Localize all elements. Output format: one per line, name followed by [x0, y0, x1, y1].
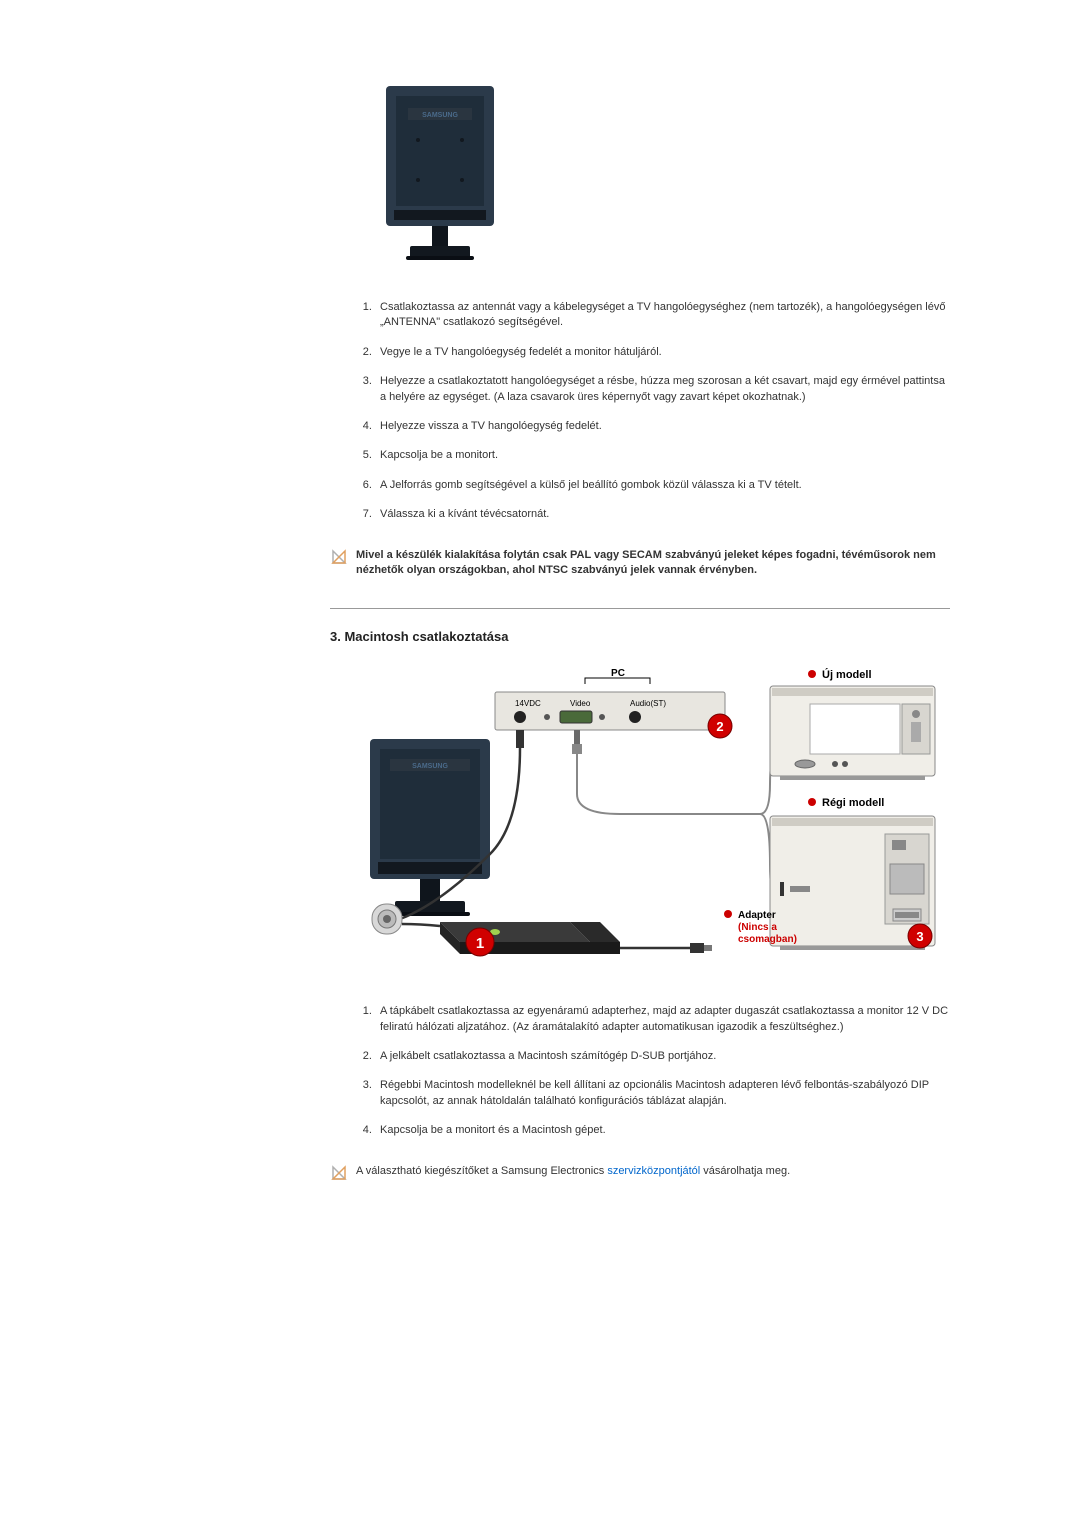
- svg-text:SAMSUNG: SAMSUNG: [412, 763, 448, 770]
- diagram-label-new-model: Új modell: [822, 668, 872, 681]
- note-pal-secam: Mivel a készülék kialakítása folytán csa…: [330, 548, 950, 579]
- step-item: Csatlakoztassa az antennát vagy a kábele…: [375, 300, 950, 331]
- step-item: A jelkábelt csatlakoztassa a Macintosh s…: [375, 1049, 950, 1064]
- steps-list-1: Csatlakoztassa az antennát vagy a kábele…: [375, 300, 950, 523]
- service-center-link[interactable]: szervizközpontjától: [607, 1165, 700, 1177]
- diagram-label-pc: PC: [611, 668, 625, 679]
- diagram-label-adapter-note1: (Nincs a: [738, 922, 777, 933]
- section-title-macintosh: 3. Macintosh csatlakoztatása: [330, 629, 950, 644]
- step-item: Válassza ki a kívánt tévécsatornát.: [375, 507, 950, 522]
- step-item: Kapcsolja be a monitort és a Macintosh g…: [375, 1123, 950, 1138]
- diagram-label-voltage: 14VDC: [515, 699, 541, 708]
- step-item: A tápkábelt csatlakoztassa az egyenáramú…: [375, 1004, 950, 1035]
- diagram-marker-1: 1: [476, 935, 484, 952]
- macintosh-connection-diagram: PC 14VDC Video Audio(ST) SAMSUNG: [340, 664, 940, 974]
- note2-suffix: vásárolhatja meg.: [700, 1165, 790, 1177]
- step-item: Régebbi Macintosh modelleknél be kell ál…: [375, 1078, 950, 1109]
- diagram-marker-3: 3: [916, 929, 923, 944]
- diagram-label-adapter-note2: csomagban): [738, 934, 797, 945]
- diagram-label-video: Video: [570, 699, 591, 708]
- note-service-center: A választható kiegészítőket a Samsung El…: [330, 1164, 950, 1182]
- note-text: Mivel a készülék kialakítása folytán csa…: [356, 548, 950, 579]
- note-icon: [330, 548, 348, 566]
- note2-prefix: A választható kiegészítőket a Samsung El…: [356, 1165, 607, 1177]
- steps-list-2: A tápkábelt csatlakoztassa az egyenáramú…: [375, 1004, 950, 1138]
- note-icon: [330, 1164, 348, 1182]
- diagram-label-audio: Audio(ST): [630, 699, 666, 708]
- step-item: A Jelforrás gomb segítségével a külső je…: [375, 478, 950, 493]
- diagram-label-adapter: Adapter: [738, 910, 776, 921]
- step-item: Helyezze vissza a TV hangolóegység fedel…: [375, 419, 950, 434]
- brand-text: SAMSUNG: [422, 112, 458, 119]
- diagram-marker-2: 2: [716, 719, 723, 734]
- step-item: Helyezze a csatlakoztatott hangolóegység…: [375, 374, 950, 405]
- step-item: Vegye le a TV hangolóegység fedelét a mo…: [375, 345, 950, 360]
- step-item: Kapcsolja be a monitort.: [375, 448, 950, 463]
- monitor-rear-illustration: SAMSUNG: [380, 80, 500, 270]
- diagram-label-old-model: Régi modell: [822, 797, 884, 809]
- section-divider: [330, 608, 950, 609]
- note-text: A választható kiegészítőket a Samsung El…: [356, 1164, 790, 1179]
